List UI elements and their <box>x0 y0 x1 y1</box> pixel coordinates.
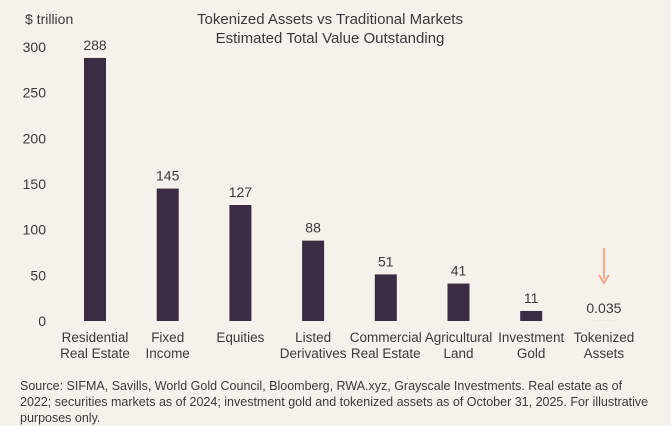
bar <box>157 189 179 321</box>
bar <box>302 241 324 321</box>
y-tick-label: 150 <box>23 176 47 192</box>
source-note: Source: SIFMA, Savills, World Gold Counc… <box>20 378 650 426</box>
bar-value-label: 0.035 <box>586 300 621 316</box>
category-label: Commercial <box>350 330 422 345</box>
category-label: Tokenized <box>574 330 635 345</box>
bar-value-label: 127 <box>229 184 253 200</box>
bar <box>375 274 397 321</box>
y-tick-label: 300 <box>23 39 47 55</box>
category-label: Fixed <box>151 330 184 345</box>
bar-value-label: 88 <box>305 220 321 236</box>
category-label: Income <box>146 346 190 361</box>
y-tick-label: 200 <box>23 130 47 146</box>
category-label: Equities <box>216 330 264 345</box>
category-label: Investment <box>498 330 564 345</box>
chart-subtitle: Estimated Total Value Outstanding <box>216 30 445 47</box>
bar-value-label: 41 <box>451 263 467 279</box>
bar <box>448 284 470 321</box>
category-label: Agricultural <box>425 330 493 345</box>
category-label: Assets <box>584 346 625 361</box>
bar-chart: $ trillion Tokenized Assets vs Tradition… <box>0 0 671 375</box>
category-label: Land <box>443 346 473 361</box>
bar <box>229 205 251 321</box>
y-axis-label: $ trillion <box>25 11 73 27</box>
bar <box>84 58 106 321</box>
category-label: Real Estate <box>60 346 130 361</box>
y-tick-label: 0 <box>38 313 46 329</box>
chart-title: Tokenized Assets vs Traditional Markets <box>197 11 463 28</box>
bar-value-label: 51 <box>378 253 394 269</box>
bar-value-label: 11 <box>524 290 539 306</box>
y-tick-label: 250 <box>23 85 47 101</box>
category-label: Listed <box>295 330 331 345</box>
bar <box>520 311 542 321</box>
category-label: Derivatives <box>280 346 347 361</box>
bar-value-label: 145 <box>156 168 180 184</box>
category-label: Real Estate <box>351 346 421 361</box>
bar-value-label: 288 <box>83 37 107 53</box>
y-tick-label: 50 <box>30 267 46 283</box>
y-tick-label: 100 <box>23 222 47 238</box>
category-label: Gold <box>517 346 546 361</box>
category-label: Residential <box>62 330 129 345</box>
